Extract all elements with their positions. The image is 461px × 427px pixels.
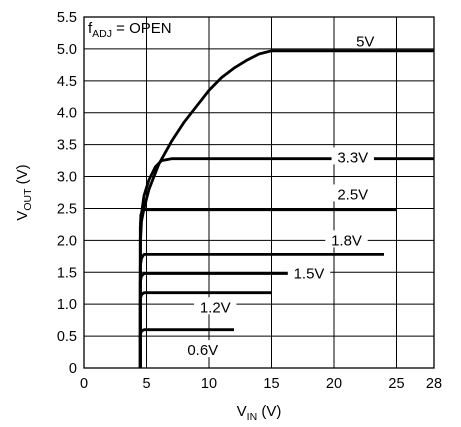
fadj-annotation: fADJ = OPEN: [88, 20, 172, 40]
series-curves: [138, 49, 434, 368]
x-tick-label: 28: [426, 376, 442, 392]
series-label: 5V: [356, 33, 374, 50]
x-tick-label: 25: [388, 376, 404, 392]
series-label-bg: [287, 263, 331, 281]
y-tick-label: 3.5: [57, 138, 77, 154]
series-labels: 5V 3.3V 2.5V 1.8V 1.5V 1.2V 0.6V: [181, 31, 378, 359]
series-label: 3.3V: [337, 149, 368, 166]
y-tick-label: 5.0: [57, 42, 77, 58]
series-line: [138, 328, 234, 368]
series-label: 2.5V: [337, 186, 368, 203]
y-tick-label: 1.0: [57, 297, 77, 313]
grid: [84, 17, 434, 368]
y-axis-label: VOUT (V): [14, 164, 34, 220]
x-tick-label: 20: [326, 376, 342, 392]
series-line: [138, 253, 384, 368]
x-tick-label: 0: [80, 376, 88, 392]
series-line: [138, 291, 272, 368]
y-tick-label: 5.5: [57, 10, 77, 26]
y-tick-label: 0: [69, 361, 77, 377]
y-tick-label: 3.0: [57, 170, 77, 186]
series-label-bg: [181, 340, 224, 358]
series-label: 1.8V: [331, 232, 362, 249]
series-label-bg: [352, 31, 378, 49]
y-tick-label: 4.0: [57, 106, 77, 122]
series-label-bg: [331, 184, 374, 202]
series-label-bg: [325, 230, 368, 248]
series-label: 1.5V: [294, 266, 325, 283]
y-tick-label: 2.0: [57, 233, 77, 249]
series-label-bg: [194, 297, 237, 315]
x-axis-label: VIN (V): [237, 403, 282, 423]
y-tick-label: 0.5: [57, 329, 77, 345]
series-label: 0.6V: [187, 342, 218, 359]
x-tick-label: 10: [201, 376, 217, 392]
x-tick-label: 15: [263, 376, 279, 392]
y-tick-label: 2.5: [57, 201, 77, 217]
y-tick-label: 4.5: [57, 74, 77, 90]
series-line: [138, 157, 434, 368]
x-tick-label: 5: [142, 376, 150, 392]
series-label-bg: [331, 147, 374, 165]
y-tick-label: 1.5: [57, 265, 77, 281]
plot-frame: [83, 16, 435, 369]
series-label: 1.2V: [200, 299, 231, 316]
tick-labels: 0 0.5 1.0 1.5 2.0 2.5 3.0 3.5 4.0 4.5 5.0 5.5 0 5 10 15…: [57, 10, 442, 392]
